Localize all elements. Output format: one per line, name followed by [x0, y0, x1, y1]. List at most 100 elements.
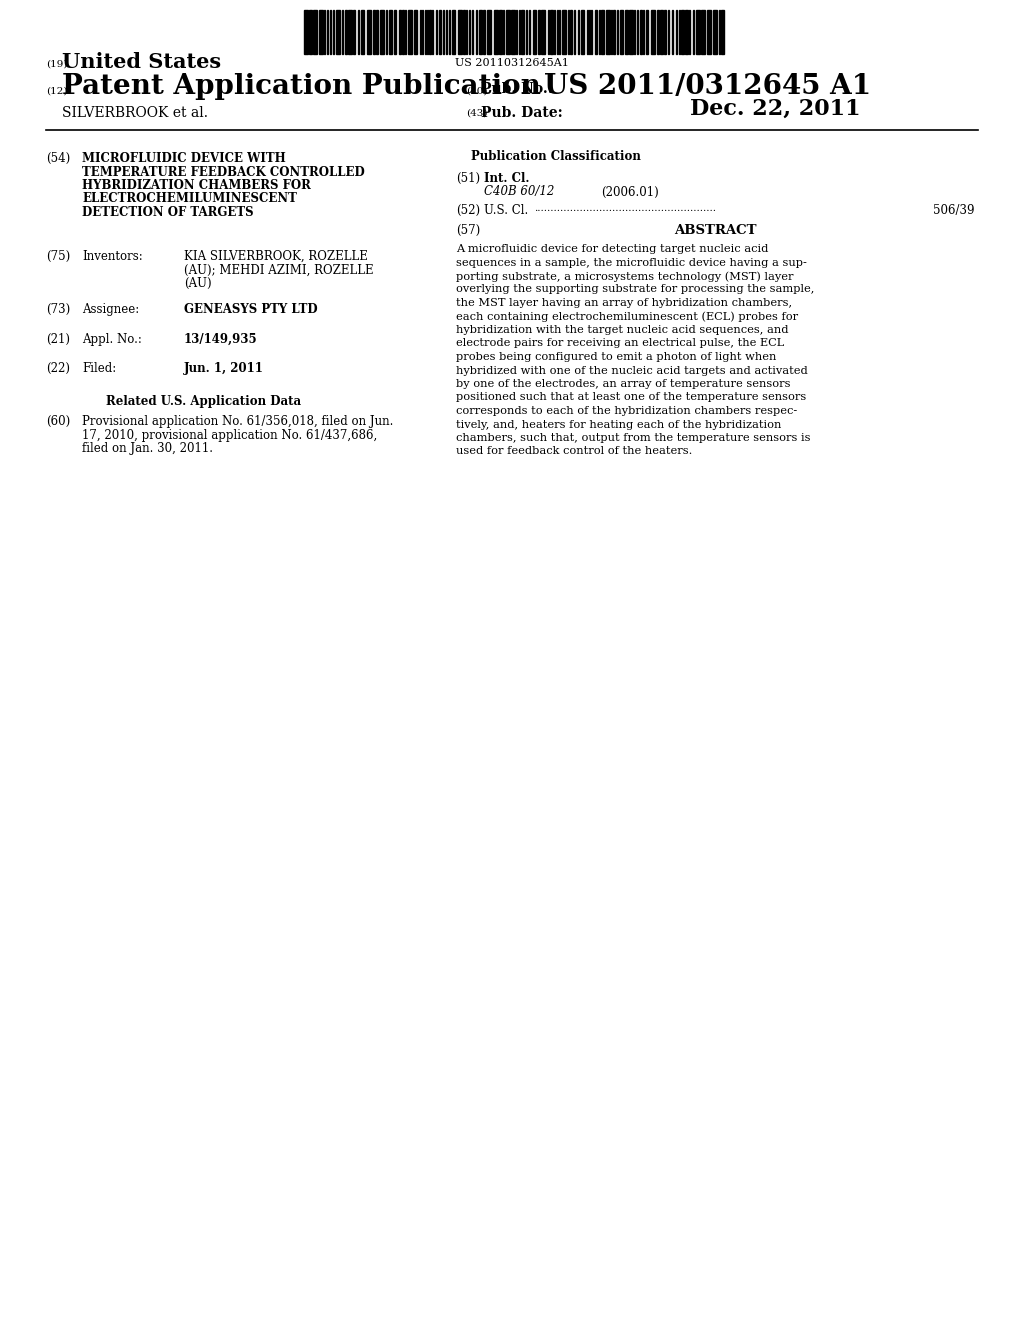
Text: (73): (73)	[46, 304, 71, 315]
Text: hybridized with one of the nucleic acid targets and activated: hybridized with one of the nucleic acid …	[456, 366, 808, 375]
Text: A microfluidic device for detecting target nucleic acid: A microfluidic device for detecting targ…	[456, 244, 768, 253]
Text: each containing electrochemiluminescent (ECL) probes for: each containing electrochemiluminescent …	[456, 312, 798, 322]
Text: 13/149,935: 13/149,935	[184, 333, 258, 346]
Text: U.S. Cl.: U.S. Cl.	[484, 205, 528, 216]
Bar	[538, 11, 540, 54]
Bar	[408, 11, 412, 54]
Bar	[494, 11, 498, 54]
Text: United States: United States	[62, 51, 221, 73]
Text: 17, 2010, provisional application No. 61/437,686,: 17, 2010, provisional application No. 61…	[82, 429, 377, 441]
Bar	[601, 11, 604, 54]
Bar	[701, 11, 705, 54]
Bar	[620, 11, 623, 54]
Text: Filed:: Filed:	[82, 362, 117, 375]
Bar	[439, 11, 441, 54]
Text: ABSTRACT: ABSTRACT	[674, 224, 757, 238]
Text: by one of the electrodes, an array of temperature sensors: by one of the electrodes, an array of te…	[456, 379, 791, 389]
Bar	[380, 11, 384, 54]
Text: ........................................................: ........................................…	[534, 205, 716, 213]
Text: Pub. Date:: Pub. Date:	[481, 106, 563, 120]
Text: (2006.01): (2006.01)	[601, 186, 658, 198]
Text: 506/39: 506/39	[933, 205, 974, 216]
Bar	[606, 11, 610, 54]
Text: GENEASYS PTY LTD: GENEASYS PTY LTD	[184, 304, 317, 315]
Text: (51): (51)	[456, 172, 480, 185]
Text: Int. Cl.: Int. Cl.	[484, 172, 529, 185]
Bar	[483, 11, 485, 54]
Text: (52): (52)	[456, 205, 480, 216]
Text: porting substrate, a microsystems technology (MST) layer: porting substrate, a microsystems techno…	[456, 271, 794, 281]
Bar	[304, 11, 308, 54]
Bar	[664, 11, 666, 54]
Text: Appl. No.:: Appl. No.:	[82, 333, 142, 346]
Bar	[534, 11, 536, 54]
Text: Publication Classification: Publication Classification	[471, 150, 641, 162]
Bar	[595, 11, 597, 54]
Bar	[348, 11, 352, 54]
Bar	[625, 11, 628, 54]
Text: Inventors:: Inventors:	[82, 249, 142, 263]
Bar	[402, 11, 404, 54]
Bar	[479, 11, 482, 54]
Bar	[367, 11, 371, 54]
Text: DETECTION OF TARGETS: DETECTION OF TARGETS	[82, 206, 254, 219]
Text: (21): (21)	[46, 333, 70, 346]
Text: Pub. No.:: Pub. No.:	[481, 82, 553, 96]
Bar	[651, 11, 655, 54]
Bar	[319, 11, 323, 54]
Text: C40B 60/12: C40B 60/12	[484, 186, 554, 198]
Bar	[613, 11, 615, 54]
Text: KIA SILVERBROOK, ROZELLE: KIA SILVERBROOK, ROZELLE	[184, 249, 368, 263]
Text: tively, and, heaters for heating each of the hybridization: tively, and, heaters for heating each of…	[456, 420, 781, 429]
Text: (19): (19)	[46, 59, 68, 69]
Text: US 2011/0312645 A1: US 2011/0312645 A1	[544, 73, 871, 100]
Bar	[499, 11, 502, 54]
Text: (75): (75)	[46, 249, 71, 263]
Text: electrode pairs for receiving an electrical pulse, the ECL: electrode pairs for receiving an electri…	[456, 338, 784, 348]
Bar	[660, 11, 663, 54]
Bar	[707, 11, 711, 54]
Bar	[696, 11, 700, 54]
Text: Provisional application No. 61/356,018, filed on Jun.: Provisional application No. 61/356,018, …	[82, 414, 393, 428]
Text: (57): (57)	[456, 224, 480, 238]
Text: (54): (54)	[46, 152, 71, 165]
Bar	[640, 11, 642, 54]
Text: positioned such that at least one of the temperature sensors: positioned such that at least one of the…	[456, 392, 806, 403]
Bar	[506, 11, 510, 54]
Bar	[361, 11, 364, 54]
Bar	[562, 11, 566, 54]
Bar	[458, 11, 462, 54]
Bar	[685, 11, 688, 54]
Text: used for feedback control of the heaters.: used for feedback control of the heaters…	[456, 446, 692, 457]
Bar	[313, 11, 317, 54]
Bar	[487, 11, 490, 54]
Text: sequences in a sample, the microfluidic device having a sup-: sequences in a sample, the microfluidic …	[456, 257, 807, 268]
Text: Assignee:: Assignee:	[82, 304, 139, 315]
Bar	[429, 11, 431, 54]
Text: Dec. 22, 2011: Dec. 22, 2011	[690, 98, 860, 120]
Bar	[376, 11, 378, 54]
Bar	[414, 11, 417, 54]
Bar	[541, 11, 545, 54]
Text: US 20110312645A1: US 20110312645A1	[455, 58, 569, 69]
Text: TEMPERATURE FEEDBACK CONTROLLED: TEMPERATURE FEEDBACK CONTROLLED	[82, 165, 365, 178]
Bar	[681, 11, 684, 54]
Bar	[521, 11, 524, 54]
Text: (AU): (AU)	[184, 277, 212, 290]
Text: filed on Jan. 30, 2011.: filed on Jan. 30, 2011.	[82, 442, 213, 455]
Bar	[336, 11, 340, 54]
Text: overlying the supporting substrate for processing the sample,: overlying the supporting substrate for p…	[456, 285, 814, 294]
Text: (60): (60)	[46, 414, 71, 428]
Text: probes being configured to emit a photon of light when: probes being configured to emit a photon…	[456, 352, 776, 362]
Text: hybridization with the target nucleic acid sequences, and: hybridization with the target nucleic ac…	[456, 325, 788, 335]
Bar	[399, 11, 401, 54]
Bar	[452, 11, 455, 54]
Text: Related U.S. Application Data: Related U.S. Application Data	[106, 395, 301, 408]
Bar	[389, 11, 392, 54]
Bar	[713, 11, 717, 54]
Bar	[345, 11, 347, 54]
Bar	[394, 11, 396, 54]
Bar	[511, 11, 515, 54]
Text: (22): (22)	[46, 362, 70, 375]
Text: Jun. 1, 2011: Jun. 1, 2011	[184, 362, 264, 375]
